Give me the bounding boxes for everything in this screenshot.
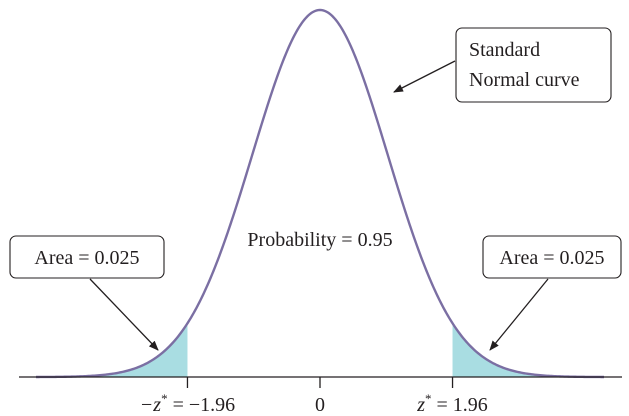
right-tail-label: Area = 0.025 <box>499 247 604 269</box>
right-tail-label-box <box>482 235 622 279</box>
standard-normal-curve <box>36 8 604 379</box>
curve-label-callout: Standard Normal curve <box>393 27 612 103</box>
curve-label-box <box>455 27 612 103</box>
tick-z-star-label: z* = 1.96 <box>416 391 488 416</box>
left-tail-label-box <box>9 235 165 279</box>
curve-label-line1: Standard <box>469 39 540 61</box>
curve-label-line2: Normal curve <box>469 69 580 91</box>
left-tail-area <box>36 323 188 377</box>
left-tail-callout: Area = 0.025 <box>9 235 165 351</box>
tick-neg-z-star-label: −z* = −1.96 <box>140 391 235 416</box>
right-tail-arrow <box>489 278 549 351</box>
right-tail-area <box>452 323 604 377</box>
right-tail-callout: Area = 0.025 <box>482 235 622 351</box>
x-axis-ticks: −z* = −1.96 0 z* = 1.96 <box>140 377 488 416</box>
curve-label-arrow <box>393 60 456 93</box>
tick-zero-label: 0 <box>315 394 325 416</box>
left-tail-label: Area = 0.025 <box>34 247 139 269</box>
left-tail-arrow <box>89 278 159 351</box>
center-probability-label: Probability = 0.95 <box>247 229 392 251</box>
tail-areas <box>36 323 604 377</box>
